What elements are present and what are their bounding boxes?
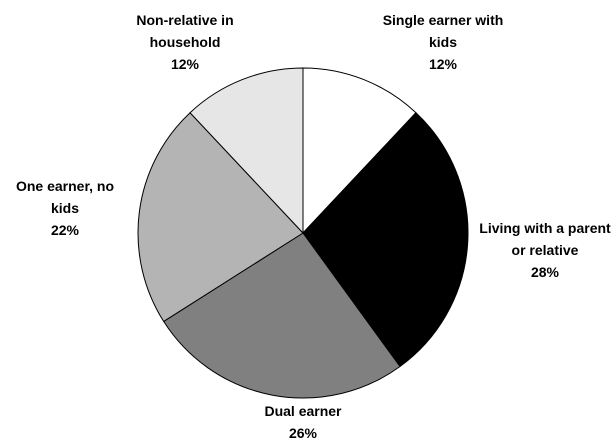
slice-label: One earner, no kids 22%	[6, 175, 124, 241]
value-label: 12%	[170, 56, 200, 72]
pie-slice	[162, 232, 401, 399]
category-label: Dual earner	[264, 403, 342, 419]
value-label: 26%	[288, 425, 318, 441]
slice-label: Single earner with kids 12%	[376, 9, 511, 75]
category-label: Single earner with kids	[382, 12, 504, 50]
value-label: 12%	[428, 56, 458, 72]
category-label: One earner, no kids	[15, 178, 115, 216]
value-label: 22%	[50, 222, 80, 238]
slice-label: Dual earner 26%	[223, 400, 383, 444]
pie-slice	[302, 112, 469, 368]
value-label: 28%	[530, 264, 560, 280]
pie-slice	[189, 67, 304, 235]
pie-slice	[302, 67, 417, 235]
slice-label: Living with a parent or relative 28%	[475, 217, 615, 283]
pie-slice	[137, 112, 304, 323]
category-label: Non-relative in household	[136, 12, 234, 50]
slice-label: Non-relative in household 12%	[126, 9, 244, 75]
category-label: Living with a parent or relative	[479, 220, 611, 258]
